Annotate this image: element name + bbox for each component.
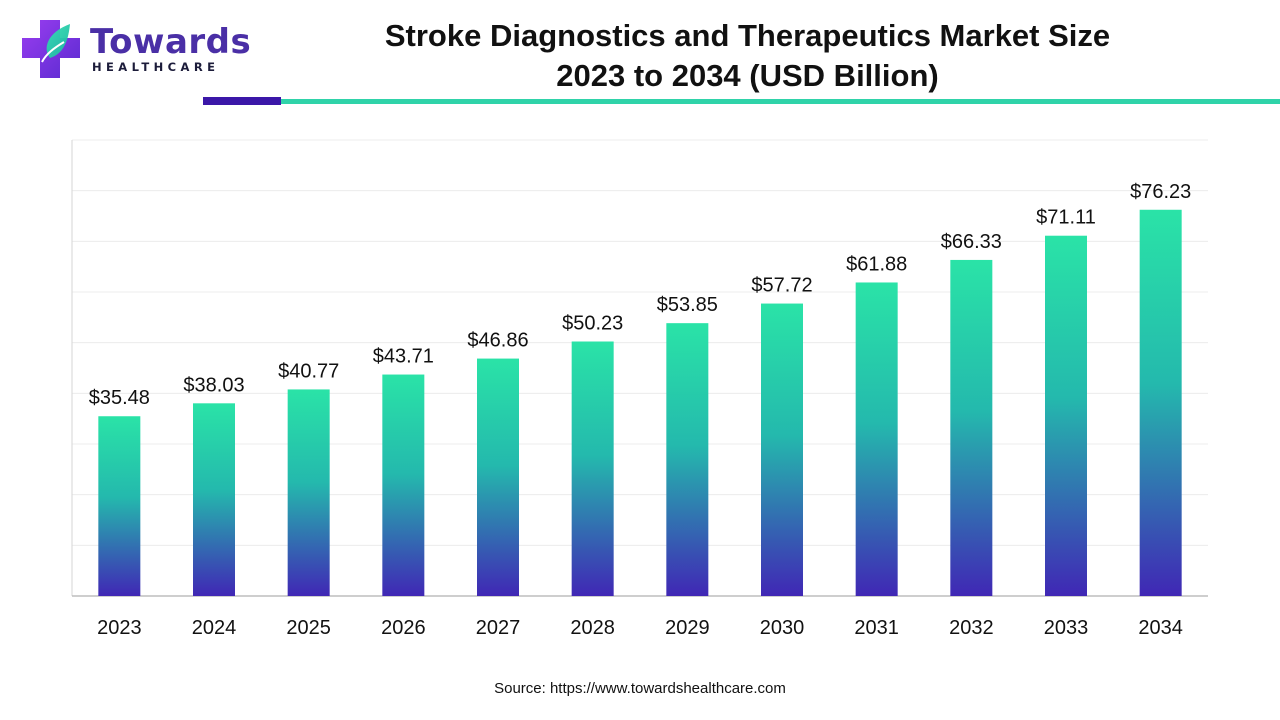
brand-logo: Towards HEALTHCARE [20,18,251,80]
x-tick-2024: 2024 [192,617,237,639]
bar-2030 [761,303,803,596]
x-tick-2027: 2027 [476,617,521,639]
value-label-2029: $53.85 [657,294,718,316]
gridlines [72,139,1208,546]
bar-2033 [1045,235,1087,596]
value-labels: $35.48 $38.03 $40.77 $43.71 $46.86 $50.23 $53.… [89,181,1192,409]
brand-name: Towards [90,22,252,62]
chart-title-line-2: 2023 to 2034 (USD Billion) [556,58,939,93]
bar-2029 [666,323,709,596]
x-tick-2028: 2028 [570,617,615,639]
value-label-2030: $57.72 [751,275,812,297]
bar-2023 [98,416,141,596]
bar-2027 [477,358,519,596]
bar-2024 [193,403,235,596]
value-label-2023: $35.48 [89,387,150,409]
value-label-2024: $38.03 [183,374,244,396]
chart-title-line-1: Stroke Diagnostics and Therapeutics Mark… [384,18,1111,53]
bar-2026 [382,374,425,596]
x-tick-2023: 2023 [97,617,142,639]
x-tick-2026: 2026 [381,617,426,639]
title-underline-teal [281,99,1280,104]
x-tick-2031: 2031 [854,617,899,639]
bar-2025 [287,389,330,596]
x-tick-2033: 2033 [1044,617,1089,639]
x-tick-2032: 2032 [949,617,994,639]
chart-title: Stroke Diagnostics and Therapeutics Mark… [300,16,1195,96]
value-label-2025: $40.77 [278,360,339,382]
bars [98,209,1182,596]
bar-2028 [571,341,614,596]
bar-2032 [950,259,993,596]
x-tick-2029: 2029 [665,617,710,639]
x-tick-labels: 2023 2024 2025 2026 2027 2028 2029 2030 2031 2032… [97,617,1183,639]
title-underline-dark [203,97,281,105]
value-label-2033: $71.11 [1036,207,1096,229]
x-tick-2030: 2030 [760,617,805,639]
bar-2034 [1139,209,1182,596]
value-label-2032: $66.33 [941,231,1002,253]
value-label-2027: $46.86 [467,330,528,352]
value-label-2034: $76.23 [1130,181,1191,203]
x-tick-2034: 2034 [1138,617,1183,639]
source-note: Source: https://www.towardshealthcare.co… [494,680,786,697]
value-label-2031: $61.88 [846,253,907,275]
x-tick-2025: 2025 [286,617,331,639]
value-label-2028: $50.23 [562,313,623,335]
bar-2031 [855,282,898,596]
brand-tagline: HEALTHCARE [92,60,220,74]
value-label-2026: $43.71 [373,346,434,368]
medical-cross-icon [22,20,80,78]
